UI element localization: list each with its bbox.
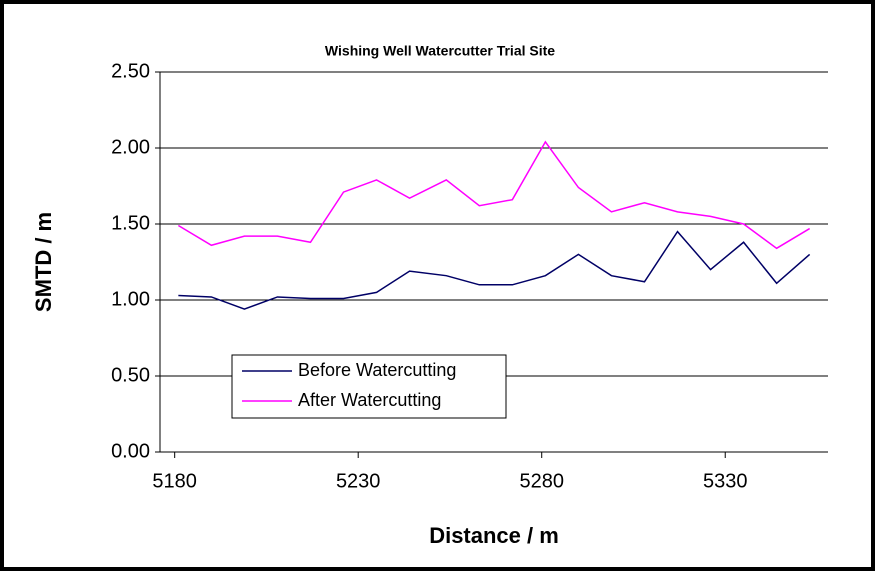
legend-label: After Watercutting [298,390,441,410]
y-tick-label: 0.00 [111,440,150,462]
chart-title: Wishing Well Watercutter Trial Site [325,43,555,59]
y-tick-label: 1.50 [111,212,150,234]
y-axis-label: SMTD / m [31,212,56,312]
legend-label: Before Watercutting [298,360,456,380]
legend-box [231,354,507,419]
y-tick-label: 2.00 [111,136,150,158]
y-tick-label: 1.00 [111,288,150,310]
x-axis-label: Distance / m [429,523,559,548]
y-tick-label: 0.50 [111,364,150,386]
x-tick-label: 5230 [336,470,381,492]
series-line [178,230,811,310]
x-tick-label: 5330 [703,470,748,492]
x-tick-label: 5180 [152,470,197,492]
x-tick-label: 5280 [519,470,564,492]
y-tick-label: 2.50 [111,60,150,82]
series-line [177,140,811,250]
